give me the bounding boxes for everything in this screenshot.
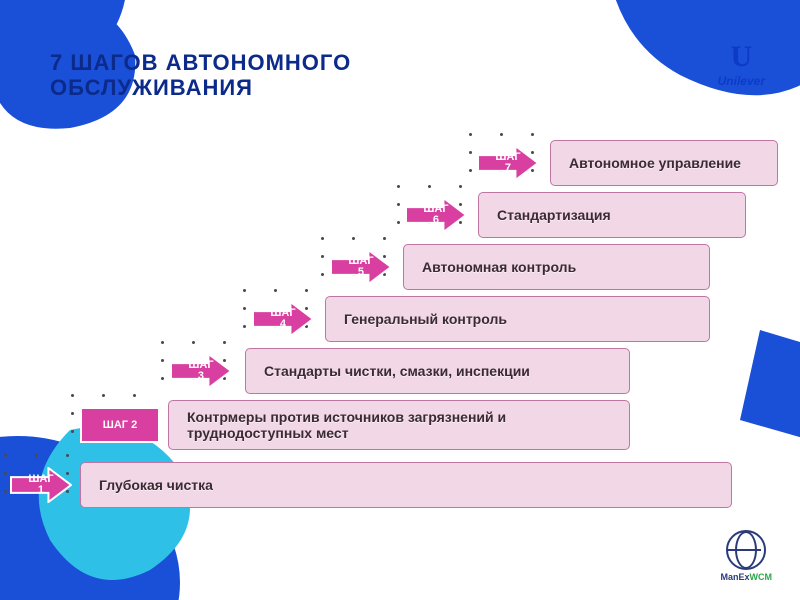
step-3-box: Стандарты чистки, смазки, инспекции <box>245 348 630 394</box>
globe-icon <box>726 530 766 570</box>
step-5: ШАГ 5 Автономная контроль <box>0 244 800 290</box>
step-6-arrow-label: ШАГ 6 <box>423 204 448 226</box>
step-1: ШАГ 1 Глубокая чистка <box>0 462 800 508</box>
step-5-box: Автономная контроль <box>403 244 710 290</box>
step-6-box: Стандартизация <box>478 192 746 238</box>
step-7-arrow: ШАГ 7 <box>477 145 539 181</box>
step-4-arrow-label: ШАГ 4 <box>270 308 295 330</box>
step-2-arrow: ШАГ 2 <box>80 407 160 443</box>
step-3-arrow: ШАГ 3 <box>170 353 232 389</box>
step-1-arrow: ШАГ 1 <box>10 467 72 503</box>
step-7-box: Автономное управление <box>550 140 778 186</box>
step-4-text: Генеральный контроль <box>344 311 507 327</box>
step-3-text: Стандарты чистки, смазки, инспекции <box>264 363 530 379</box>
badge-text-1: ManEx <box>720 572 749 582</box>
step-3-arrow-label: ШАГ 3 <box>188 360 213 382</box>
step-1-text: Глубокая чистка <box>99 477 213 493</box>
step-2-text: Контрмеры против источников загрязнений … <box>187 409 611 441</box>
step-7-arrow-label: ШАГ 7 <box>495 152 520 174</box>
badge-text-2: WCM <box>750 572 773 582</box>
step-3: ШАГ 3 Стандарты чистки, смазки, инспекции <box>0 348 800 394</box>
step-2-arrow-label: ШАГ 2 <box>103 420 137 431</box>
step-5-arrow-label: ШАГ 5 <box>348 256 373 278</box>
step-4: ШАГ 4 Генеральный контроль <box>0 296 800 342</box>
step-7-text: Автономное управление <box>569 155 741 171</box>
step-2-box: Контрмеры против источников загрязнений … <box>168 400 630 450</box>
page-title: 7 ШАГОВ АВТОНОМНОГООБСЛУЖИВАНИЯ <box>50 50 351 101</box>
step-5-text: Автономная контроль <box>422 259 576 275</box>
step-6-text: Стандартизация <box>497 207 611 223</box>
step-4-box: Генеральный контроль <box>325 296 710 342</box>
step-1-arrow-label: ШАГ 1 <box>28 474 53 496</box>
step-4-arrow: ШАГ 4 <box>252 301 314 337</box>
step-5-arrow: ШАГ 5 <box>330 249 392 285</box>
brand-logo-name: Unilever <box>718 74 765 88</box>
step-1-box: Глубокая чистка <box>80 462 732 508</box>
step-6: ШАГ 6 Стандартизация <box>0 192 800 238</box>
title-text: 7 ШАГОВ АВТОНОМНОГООБСЛУЖИВАНИЯ <box>50 50 351 101</box>
bg-swoosh-top-right <box>610 0 800 120</box>
footer-badge: ManExWCM <box>720 530 772 582</box>
step-6-arrow: ШАГ 6 <box>405 197 467 233</box>
brand-logo-mark: U <box>718 40 765 74</box>
brand-logo: U Unilever <box>718 40 765 88</box>
step-2: ШАГ 2 Контрмеры против источников загрязн… <box>0 400 800 450</box>
step-7: ШАГ 7 Автономное управление <box>0 140 800 186</box>
